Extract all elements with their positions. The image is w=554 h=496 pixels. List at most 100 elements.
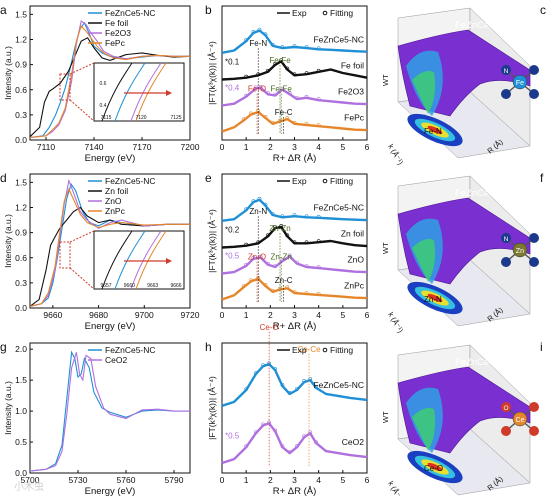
inset-arrowhead: [166, 258, 172, 264]
fit-marker: [270, 212, 275, 216]
sample-label: Zn foil: [341, 228, 364, 238]
inset-series-line: [130, 230, 162, 290]
fit-marker: [266, 233, 270, 238]
fit-marker: [302, 379, 307, 383]
fit-marker: [263, 202, 268, 207]
plot-frame: [29, 173, 191, 309]
series-line-znpc: [29, 187, 190, 307]
wt-annotation: Fe-N: [424, 127, 442, 136]
fit-marker: [244, 444, 249, 449]
x-tick-label: 7200: [181, 142, 200, 152]
legend-swatch: [322, 347, 328, 353]
legend-label: Fitting: [330, 176, 353, 186]
fit-marker: [270, 288, 275, 293]
series-line-feznce5-nc: [29, 350, 190, 472]
center-atom: [512, 74, 528, 90]
ligand-atom: [529, 257, 539, 267]
bond-annotation: Fe-O: [248, 85, 266, 94]
scale-label: *0.4: [225, 83, 240, 92]
wt-contour: [427, 462, 443, 472]
exp-line-0: [221, 29, 368, 54]
x-tick-label: 9660: [43, 310, 62, 320]
bond-annotation: Ce-Ce: [297, 345, 321, 354]
fit-marker: [316, 123, 321, 128]
fit-marker: [257, 27, 262, 32]
y-axis-label: |FT(k³χ(k))| (Å⁻⁴): [207, 209, 217, 273]
panel-g: 5700 5730 5760 5790 Energy (eV) Intensity (a.…: [0, 340, 191, 496]
fit-marker: [280, 383, 285, 387]
scale-label: *0.2: [225, 225, 240, 234]
exp-line-2: [221, 86, 368, 107]
ligand-atom-label: O: [503, 405, 508, 412]
fit-marker: [304, 45, 309, 50]
x-tick-label: 0: [220, 310, 225, 320]
inset-tick-label: 7115: [101, 115, 112, 121]
fit-marker: [266, 261, 270, 266]
sample-label: FeZnCe5-NC: [313, 380, 364, 390]
x-axis-label: Energy (eV): [85, 153, 136, 164]
x-tick-label: 5: [340, 310, 345, 320]
inset-connector: [69, 230, 95, 243]
fit-marker: [314, 440, 319, 445]
fit-marker: [287, 253, 292, 258]
sample-label: FeZnCe5-NC: [313, 34, 364, 44]
y-axis-label: |FT(k³χ(k))| (Å⁻⁴): [207, 376, 217, 440]
fit-marker: [314, 385, 319, 389]
wt-axis-label: k (Å⁻¹): [386, 143, 405, 167]
x-tick-label: 5: [340, 142, 345, 152]
fit-marker: [263, 32, 268, 37]
x-tick-label: 1: [244, 475, 249, 485]
fit-marker: [308, 430, 313, 435]
fit-marker: [244, 387, 249, 391]
y-axis-label: Intensity (a.u.): [3, 214, 13, 268]
x-tick-label: 5790: [165, 475, 184, 485]
x-tick-label: 7110: [37, 142, 56, 152]
ligand-atom: [529, 402, 539, 412]
y-tick-label: 0.0: [15, 135, 27, 145]
fit-marker: [253, 430, 258, 435]
wt-surface-slope: [412, 239, 436, 282]
legend-label: Exp: [292, 345, 307, 355]
fit-marker: [292, 120, 297, 125]
fit-marker: [273, 428, 278, 433]
wt-axis-label: k (Å⁻¹): [386, 311, 405, 335]
bond-annotation: Fe-N: [249, 39, 267, 48]
x-tick-label: 2: [268, 310, 273, 320]
sample-label: CeO2: [342, 437, 364, 447]
fit-marker: [273, 264, 278, 268]
fit-marker: [292, 240, 297, 245]
y-tick-label: 1.5: [15, 375, 27, 385]
fit-marker: [308, 377, 313, 381]
wt-title: FeZnCe5-NC: [455, 357, 512, 368]
bond-annotation: Zn-Zn: [271, 253, 292, 262]
inset-connector: [69, 62, 95, 75]
fit-marker: [280, 258, 285, 263]
fit-marker: [295, 387, 299, 391]
ligand-atom: [529, 233, 539, 243]
panel-label: a: [0, 3, 7, 17]
scale-label: *0.1: [225, 57, 240, 66]
x-axis-label: Energy (eV): [85, 486, 136, 496]
fit-marker: [285, 285, 290, 290]
wt-axis-label: k (Å⁻¹): [386, 480, 405, 496]
sample-label: FePc: [344, 112, 365, 122]
fit-marker: [295, 260, 299, 265]
fit-marker: [316, 68, 321, 73]
series-line-zno: [29, 178, 190, 307]
fit-marker: [316, 265, 321, 270]
panel-h: 0 1 2 3 4 5 6 R+ ΔR (Å) |FT(k³χ(k))| (Å⁻⁴) h FeZnC…: [205, 323, 370, 496]
fit-marker: [273, 61, 278, 66]
ligand-atom: [529, 89, 539, 99]
series-line-ceo2: [29, 352, 190, 472]
fit-marker: [287, 91, 292, 96]
fit-marker: [316, 291, 321, 296]
fit-marker: [285, 66, 290, 71]
legend-label: FeZnCe5-NC: [105, 176, 156, 186]
y-tick-label: 0.6: [15, 253, 27, 263]
legend-label: Zn foil: [105, 186, 128, 196]
legend-label: Fitting: [330, 8, 353, 18]
fit-marker: [295, 96, 299, 100]
bond-annotation: Zn-C: [275, 276, 293, 285]
